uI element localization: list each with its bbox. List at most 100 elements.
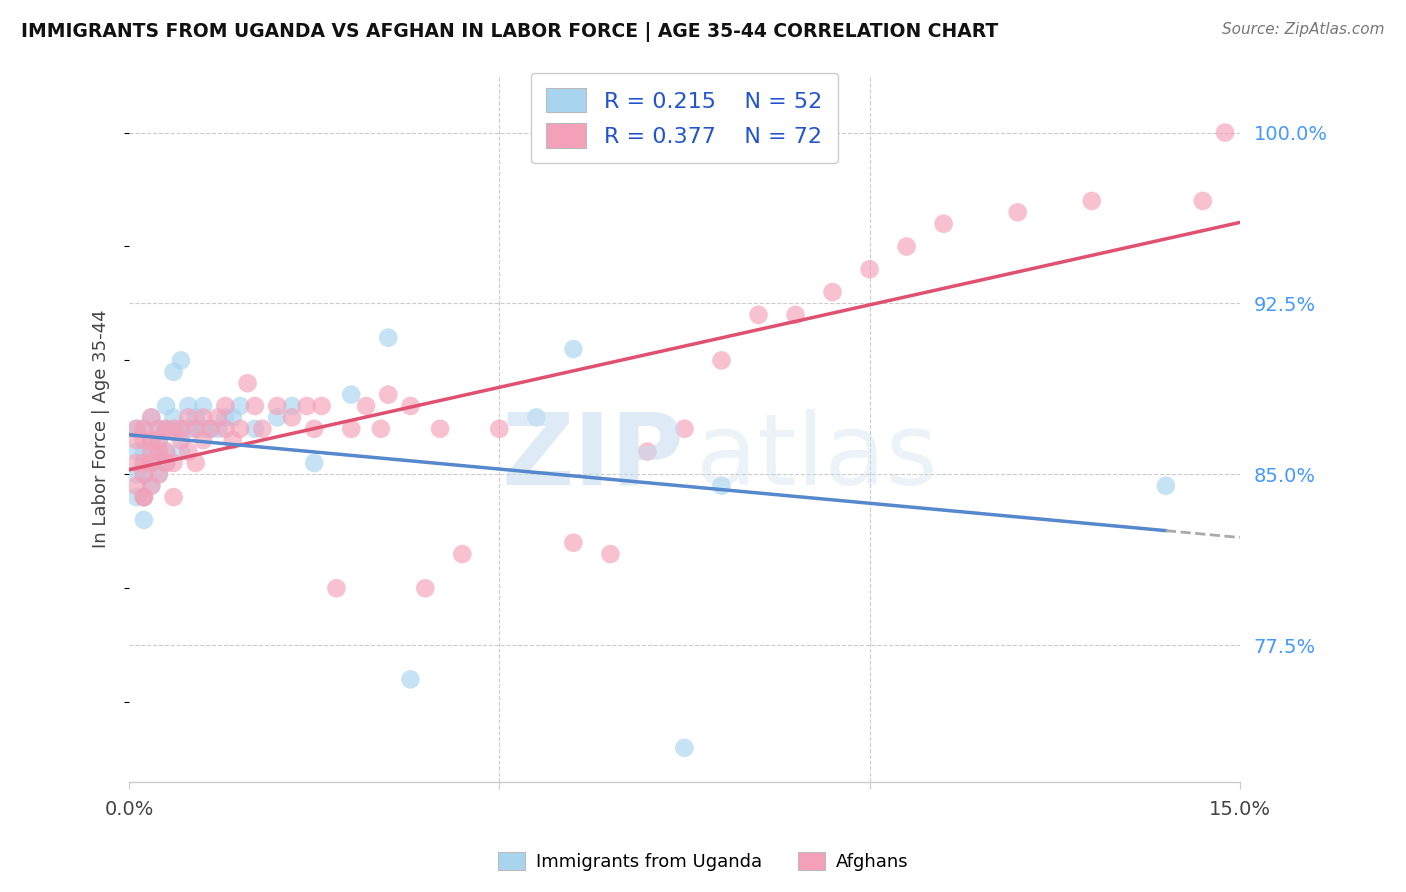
Point bbox=[222, 433, 245, 447]
Legend: R = 0.215    N = 52, R = 0.377    N = 72: R = 0.215 N = 52, R = 0.377 N = 72 bbox=[531, 72, 838, 163]
Point bbox=[141, 433, 163, 447]
Point bbox=[191, 422, 214, 436]
Point bbox=[141, 444, 163, 458]
Point bbox=[141, 410, 163, 425]
Point bbox=[162, 422, 184, 436]
Point bbox=[311, 399, 333, 413]
Point bbox=[141, 444, 163, 458]
Point bbox=[896, 239, 918, 253]
Point bbox=[1007, 205, 1029, 219]
Point bbox=[184, 456, 207, 470]
Point bbox=[266, 410, 288, 425]
Point bbox=[281, 399, 304, 413]
Point bbox=[148, 422, 170, 436]
Point bbox=[1154, 479, 1177, 493]
Point bbox=[785, 308, 807, 322]
Point bbox=[451, 547, 474, 561]
Point bbox=[524, 410, 547, 425]
Point bbox=[222, 410, 245, 425]
Point bbox=[155, 456, 177, 470]
Point bbox=[141, 433, 163, 447]
Point bbox=[125, 490, 148, 504]
Point bbox=[148, 444, 170, 458]
Point bbox=[132, 490, 155, 504]
Text: ZIP: ZIP bbox=[502, 409, 685, 506]
Point bbox=[673, 422, 696, 436]
Point bbox=[377, 331, 399, 345]
Point bbox=[354, 399, 377, 413]
Point bbox=[162, 422, 184, 436]
Point bbox=[141, 479, 163, 493]
Point bbox=[488, 422, 510, 436]
Point bbox=[170, 444, 193, 458]
Point bbox=[132, 456, 155, 470]
Point bbox=[132, 513, 155, 527]
Point bbox=[155, 444, 177, 458]
Point bbox=[132, 422, 155, 436]
Point bbox=[200, 422, 222, 436]
Point bbox=[207, 410, 229, 425]
Point bbox=[132, 467, 155, 482]
Point bbox=[340, 422, 363, 436]
Point bbox=[1080, 194, 1102, 208]
Point bbox=[214, 399, 236, 413]
Point bbox=[399, 673, 422, 687]
Point bbox=[141, 456, 163, 470]
Point bbox=[295, 399, 318, 413]
Point bbox=[148, 433, 170, 447]
Point bbox=[562, 342, 585, 356]
Point bbox=[132, 456, 155, 470]
Point bbox=[148, 467, 170, 482]
Point bbox=[214, 422, 236, 436]
Point bbox=[155, 422, 177, 436]
Point bbox=[370, 422, 392, 436]
Point bbox=[132, 433, 155, 447]
Point bbox=[325, 582, 347, 596]
Point bbox=[229, 399, 252, 413]
Point bbox=[141, 410, 163, 425]
Point bbox=[1213, 126, 1236, 140]
Point bbox=[191, 410, 214, 425]
Point bbox=[125, 433, 148, 447]
Point bbox=[377, 387, 399, 401]
Point bbox=[236, 376, 259, 391]
Point bbox=[302, 456, 325, 470]
Point bbox=[162, 410, 184, 425]
Point bbox=[214, 410, 236, 425]
Point bbox=[170, 422, 193, 436]
Point bbox=[125, 444, 148, 458]
Point bbox=[340, 387, 363, 401]
Text: atlas: atlas bbox=[696, 409, 938, 506]
Point bbox=[1191, 194, 1213, 208]
Point bbox=[155, 444, 177, 458]
Point bbox=[710, 479, 733, 493]
Point bbox=[673, 740, 696, 755]
Point bbox=[177, 410, 200, 425]
Point bbox=[155, 422, 177, 436]
Point bbox=[599, 547, 621, 561]
Point bbox=[413, 582, 436, 596]
Point bbox=[132, 467, 155, 482]
Point bbox=[399, 399, 422, 413]
Point bbox=[747, 308, 769, 322]
Point bbox=[170, 353, 193, 368]
Point bbox=[710, 353, 733, 368]
Point bbox=[125, 467, 148, 482]
Point bbox=[229, 422, 252, 436]
Point bbox=[170, 433, 193, 447]
Point bbox=[148, 433, 170, 447]
Point bbox=[155, 399, 177, 413]
Point bbox=[162, 456, 184, 470]
Point bbox=[125, 422, 148, 436]
Point bbox=[177, 399, 200, 413]
Point bbox=[243, 399, 266, 413]
Point bbox=[302, 422, 325, 436]
Point bbox=[177, 422, 200, 436]
Point bbox=[148, 444, 170, 458]
Point bbox=[207, 422, 229, 436]
Point bbox=[184, 422, 207, 436]
Text: Source: ZipAtlas.com: Source: ZipAtlas.com bbox=[1222, 22, 1385, 37]
Point bbox=[132, 422, 155, 436]
Point bbox=[858, 262, 880, 277]
Text: IMMIGRANTS FROM UGANDA VS AFGHAN IN LABOR FORCE | AGE 35-44 CORRELATION CHART: IMMIGRANTS FROM UGANDA VS AFGHAN IN LABO… bbox=[21, 22, 998, 42]
